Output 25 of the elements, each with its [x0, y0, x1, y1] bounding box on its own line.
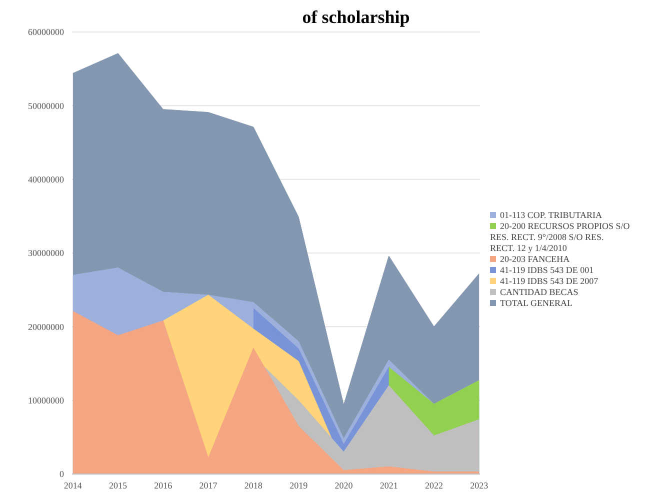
x-tick-label: 2019	[290, 480, 308, 490]
x-tick-label: 2014	[64, 480, 82, 490]
legend-label: 20-200 RECURSOS PROPIOS S/O RES. RECT. 9°/2008 S/O RES. RECT. 12 y 1/4/2010	[490, 220, 630, 252]
x-tick-label: 2016	[154, 480, 173, 490]
chart-title: of scholarship	[301, 7, 411, 27]
x-tick-label: 2017	[199, 480, 218, 490]
y-tick-label: 40000000	[28, 174, 64, 185]
y-tick-label: 60000000	[28, 27, 64, 38]
x-tick-label: 2022	[424, 480, 443, 490]
legend-label: 01-113 COP. TRIBUTARIA	[500, 210, 602, 220]
legend-label: TOTAL GENERAL	[500, 298, 573, 308]
legend-label: 41-119 IDBS 543 DE 001	[500, 264, 594, 274]
legend-label: 20-203 FANCEHA	[500, 254, 570, 264]
y-tick-label: 50000000	[28, 100, 64, 111]
y-tick-label: 20000000	[28, 322, 64, 332]
x-tick-label: 2018	[244, 480, 263, 490]
x-tick-label: 2020	[334, 480, 354, 490]
y-tick-label: 10000000	[28, 396, 64, 406]
legend-label: 41-119 IDBS 543 DE 2007	[500, 276, 598, 286]
legend-label: CANTIDAD BECAS	[500, 286, 578, 296]
x-tick-label: 2015	[109, 480, 128, 490]
y-tick-label: 0	[60, 469, 64, 480]
y-tick-label: 30000000	[28, 248, 64, 258]
x-tick-label: 2023	[470, 480, 489, 490]
x-tick-label: 2021	[380, 480, 398, 490]
